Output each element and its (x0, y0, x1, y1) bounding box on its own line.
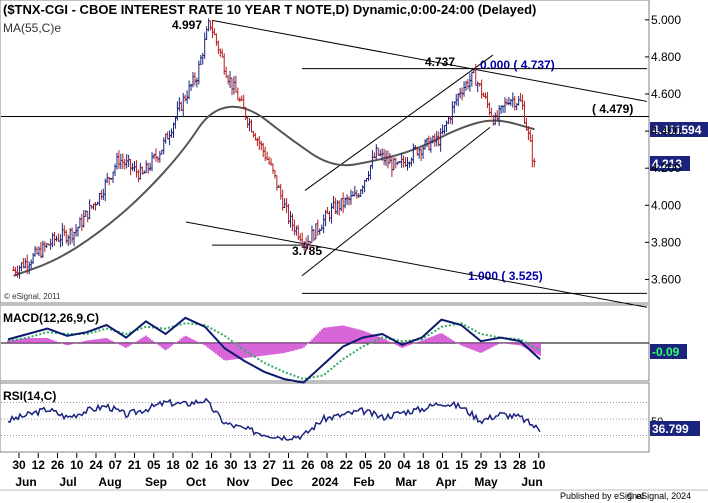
rsi-value-box (650, 421, 700, 436)
footer-published-by: Published by eSignal (560, 491, 644, 501)
price-y-tick-label: 4.200 (651, 161, 681, 175)
x-tick-label: 29 (474, 458, 488, 472)
x-tick-label: 10 (532, 458, 546, 472)
x-tick-label: 26 (51, 458, 65, 472)
copyright-label: © eSignal, 2011 (4, 292, 61, 301)
x-tick-label: 27 (263, 458, 277, 472)
current-ma-box (650, 122, 708, 137)
x-tick-label: 30 (12, 458, 26, 472)
x-month-label: Jun (15, 475, 36, 489)
current-ma-label: 4.411594 (652, 123, 702, 137)
x-tick-label: 12 (32, 458, 46, 472)
downtrend-line (211, 19, 648, 102)
price-y-tick-label: 4.400 (651, 124, 681, 138)
macd-value-label: -0.09 (652, 345, 680, 359)
x-month-label: Oct (186, 475, 206, 489)
x-tick-label: 22 (340, 458, 354, 472)
x-tick-label: 05 (359, 458, 373, 472)
x-month-label: 2024 (312, 475, 339, 489)
support-trend-line (185, 221, 648, 308)
macd-title: MACD(12,26,9,C) (3, 311, 99, 325)
x-tick-label: 11 (282, 458, 295, 472)
x-tick-label: 24 (89, 458, 103, 472)
x-tick-label: 04 (397, 458, 411, 472)
x-month-label: Jun (521, 475, 542, 489)
annotation-level: ( 4.479) (592, 102, 633, 116)
annotation-low-1: 3.785 (292, 244, 322, 258)
x-tick-label: 26 (301, 458, 315, 472)
x-month-label: Aug (98, 475, 121, 489)
x-tick-label: 21 (128, 458, 142, 472)
current-price-box (650, 156, 690, 171)
macd-value-box (650, 344, 687, 359)
x-month-label: May (474, 475, 498, 489)
x-tick-label: 28 (513, 458, 527, 472)
x-tick-label: 13 (494, 458, 508, 472)
footer-copyright: © eSignal, 2024 (627, 491, 691, 501)
price-y-tick-label: 3.600 (651, 272, 681, 286)
x-tick-label: 13 (243, 458, 257, 472)
x-tick-label: 16 (205, 458, 219, 472)
x-tick-label: 02 (186, 458, 200, 472)
price-y-tick-label: 3.800 (651, 235, 681, 249)
x-month-label: Apr (436, 475, 457, 489)
chart-title: ($TNX-CGI - CBOE INTEREST RATE 10 YEAR T… (3, 2, 536, 17)
x-tick-label: 01 (436, 458, 450, 472)
price-y-tick-label: 5.000 (651, 13, 681, 27)
x-tick-label: 20 (378, 458, 392, 472)
price-panel-frame (0, 0, 650, 304)
rsi-title: RSI(14,C) (3, 389, 56, 403)
x-month-label: Sep (145, 475, 167, 489)
x-month-label: Dec (271, 475, 293, 489)
x-tick-label: 30 (224, 458, 238, 472)
x-month-label: Feb (353, 475, 374, 489)
x-month-label: Jul (59, 475, 76, 489)
x-tick-label: 15 (455, 458, 469, 472)
ma-55-line (13, 105, 535, 277)
ma-label: MA(55,C)e (3, 21, 61, 35)
channel-upper-line (304, 54, 494, 191)
price-y-tick-label: 4.600 (651, 87, 681, 101)
rsi-value-label: 36.799 (652, 422, 689, 436)
annotation-fib-0: 0.000 ( 4.737) (480, 58, 555, 72)
x-tick-label: 10 (70, 458, 84, 472)
x-tick-label: 07 (109, 458, 123, 472)
chart-dynamic-layer: 5.000 4.800 4.600 4.400 4.200 4.000 3.800 3.600… (0, 13, 708, 491)
macd-line (7, 316, 541, 384)
annotation-high-1: 4.997 (172, 18, 202, 32)
current-price-label: 4.213 (652, 157, 682, 171)
rsi-panel-frame (0, 382, 650, 453)
x-tick-label: 08 (320, 458, 334, 472)
x-month-label: Mar (395, 475, 417, 489)
x-tick-label: 05 (147, 458, 161, 472)
price-y-tick-label: 4.800 (651, 50, 681, 64)
rsi-line (7, 397, 541, 442)
x-month-label: Nov (227, 475, 250, 489)
x-tick-label: 18 (166, 458, 180, 472)
annotation-high-2: 4.737 (425, 55, 455, 69)
channel-lower-line (301, 126, 491, 277)
annotation-fib-1: 1.000 ( 3.525) (468, 269, 543, 283)
x-tick-label: 18 (417, 458, 431, 472)
price-y-tick-label: 4.000 (651, 198, 681, 212)
